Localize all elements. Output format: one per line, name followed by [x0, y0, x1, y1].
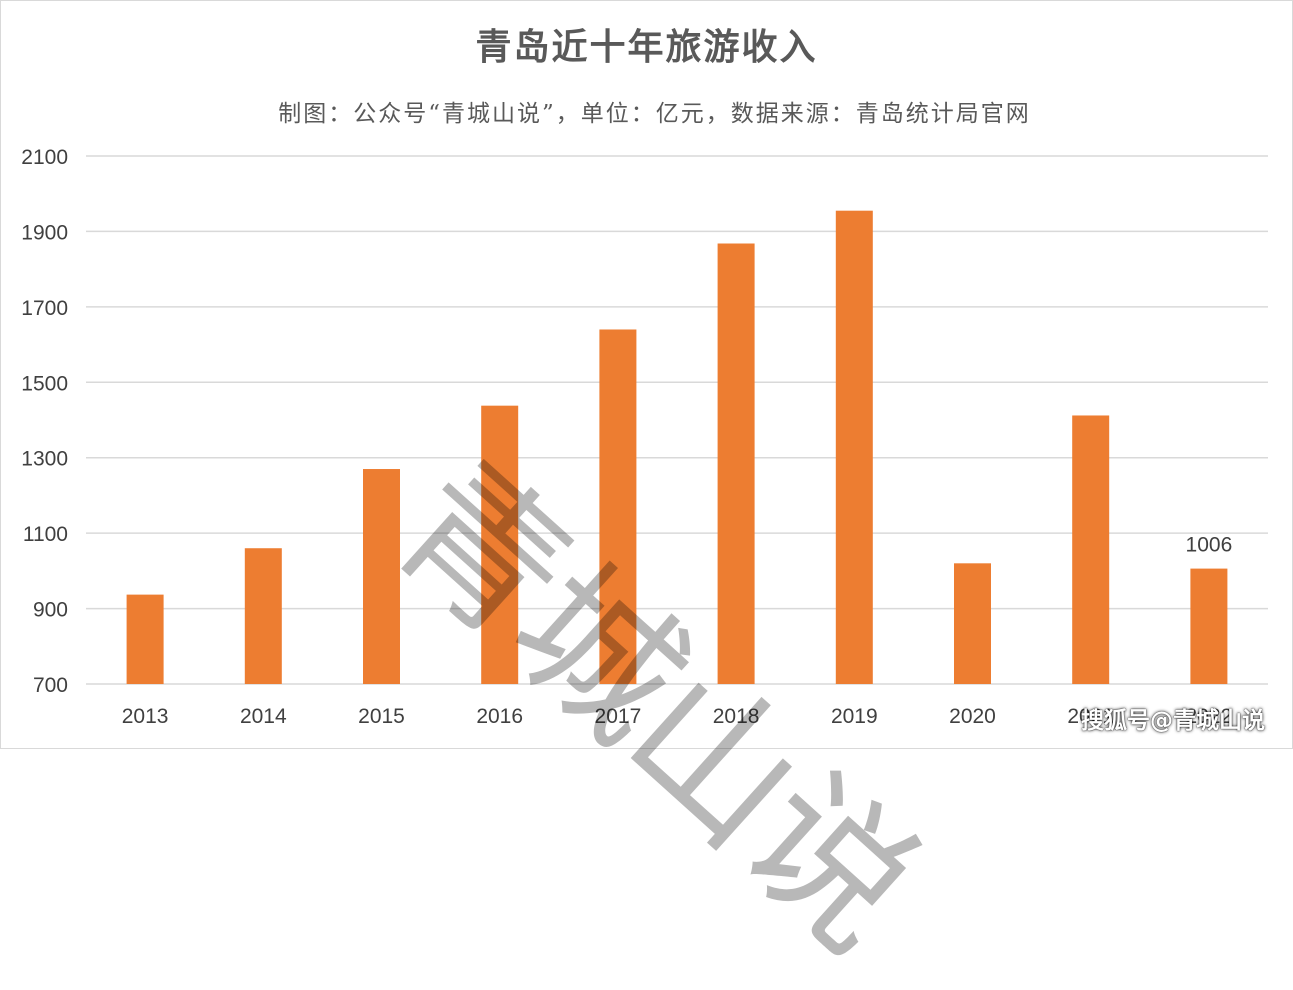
- x-tick-label: 2015: [358, 705, 405, 728]
- y-tick-label: 1700: [21, 297, 68, 320]
- y-tick-label: 2100: [21, 146, 68, 169]
- gridlines: [86, 155, 1268, 685]
- bars: [126, 210, 1228, 685]
- x-tick-label: 2017: [595, 705, 642, 728]
- data-labels: 1006: [1186, 534, 1233, 557]
- x-tick-label: 2013: [122, 705, 169, 728]
- bar-2014: [244, 548, 282, 684]
- bar-2021: [1072, 415, 1110, 684]
- bar-2022: [1190, 568, 1228, 684]
- bar-2019: [835, 210, 873, 684]
- y-tick-label: 1900: [21, 221, 68, 244]
- y-tick-label: 700: [33, 674, 68, 697]
- x-tick-label: 2018: [713, 705, 760, 728]
- x-tick-label: 2019: [831, 705, 878, 728]
- bar-2020: [954, 563, 991, 684]
- source-watermark: 搜狐号@青城山说: [1081, 708, 1265, 734]
- x-tick-label: 2022: [1186, 705, 1233, 728]
- y-axis-tick-labels: 700 900 1100 1300 1500 1700 1900 2100: [21, 146, 68, 697]
- y-tick-label: 1500: [21, 372, 68, 395]
- data-label: 1006: [1186, 534, 1233, 557]
- x-tick-label: 2020: [949, 705, 996, 728]
- x-tick-label: 2021: [1067, 705, 1114, 728]
- bar-2017: [599, 329, 637, 684]
- y-tick-label: 1300: [21, 448, 68, 471]
- bar-2013: [126, 594, 164, 684]
- bar-2015: [363, 469, 400, 684]
- x-axis-tick-labels: 2013 2014 2015 2016 2017 2018 2019 2020 2021 2022: [122, 705, 1233, 728]
- x-tick-label: 2016: [476, 705, 523, 728]
- bar-2018: [717, 243, 755, 685]
- y-tick-label: 900: [33, 599, 68, 622]
- y-tick-label: 1100: [23, 523, 68, 546]
- x-tick-label: 2014: [240, 705, 287, 728]
- chart-title: 青岛近十年旅游收入: [475, 26, 818, 68]
- chart-subtitle: 制图：公众号“青城山说”，单位：亿元，数据来源：青岛统计局官网: [278, 101, 1031, 127]
- bar-2016: [481, 405, 519, 684]
